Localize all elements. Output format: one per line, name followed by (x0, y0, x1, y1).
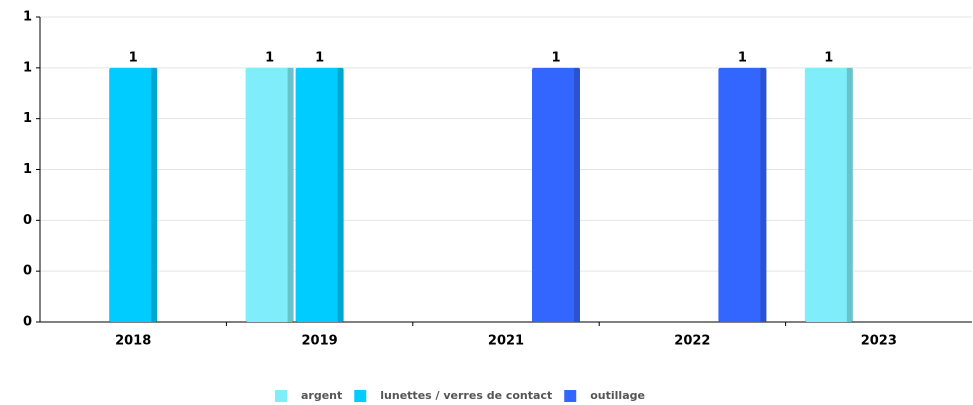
y-tick-label: 0 (23, 315, 32, 330)
x-tick-label: 2023 (861, 334, 897, 349)
bar (532, 67, 580, 322)
bar-shade (287, 67, 294, 322)
legend-text: outillage (590, 389, 645, 402)
y-tick-label: 1 (23, 111, 32, 126)
y-tick-label: 1 (23, 60, 32, 75)
legend-text: argent (301, 389, 342, 402)
x-tick-label: 2022 (674, 334, 710, 349)
bar-shade (151, 67, 158, 322)
value-label: 1 (265, 50, 274, 65)
bar-shade (846, 67, 853, 322)
value-label: 1 (824, 50, 833, 65)
bar-shade (760, 67, 767, 322)
legend-swatch (564, 390, 577, 402)
legend-text: lunettes / verres de contact (380, 389, 552, 402)
value-label: 1 (551, 50, 560, 65)
value-label: 1 (315, 50, 324, 65)
bar (718, 67, 767, 322)
y-tick-label: 1 (23, 162, 32, 177)
bar (295, 67, 344, 322)
y-tick-label: 0 (23, 213, 32, 228)
legend-swatch (275, 390, 287, 402)
y-tick-label: 0 (23, 264, 32, 279)
legend-swatch (354, 390, 367, 402)
x-tick-label: 2019 (302, 334, 338, 349)
value-label: 1 (129, 50, 138, 65)
bar-shade (574, 67, 580, 322)
value-label: 1 (738, 50, 747, 65)
x-tick-label: 2018 (115, 334, 151, 349)
bar-shade (337, 67, 344, 322)
bar (109, 67, 158, 322)
x-tick-label: 2021 (488, 334, 524, 349)
bar (245, 67, 294, 322)
bar (804, 67, 853, 322)
y-tick-label: 1 (23, 10, 32, 25)
